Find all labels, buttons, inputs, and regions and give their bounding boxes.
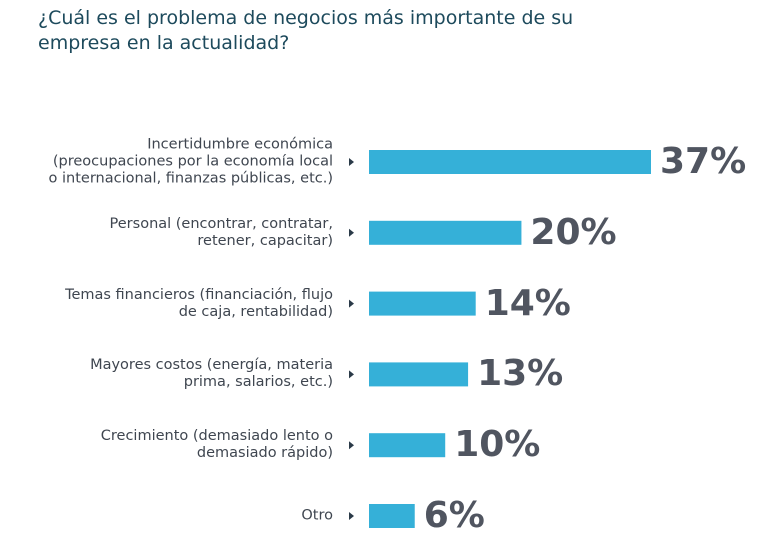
bar bbox=[369, 220, 522, 245]
value-label: 20% bbox=[530, 211, 617, 253]
value-label: 10% bbox=[454, 424, 541, 466]
value-label: 6% bbox=[423, 495, 485, 536]
category-label: Crecimiento (demasiado lento o demasiado… bbox=[100, 428, 333, 462]
arrow-marker bbox=[349, 441, 354, 450]
category-label: Temas financieros (financiación, flujo d… bbox=[65, 286, 333, 320]
bar bbox=[369, 150, 651, 174]
category-label: Mayores costos (energía, materia prima, … bbox=[90, 357, 333, 391]
category-label: Personal (encontrar, contratar, retener,… bbox=[109, 215, 333, 249]
arrow-marker bbox=[349, 299, 354, 308]
value-label: 13% bbox=[477, 353, 564, 395]
bar bbox=[369, 433, 446, 458]
bar bbox=[369, 504, 415, 528]
category-label: Incertidumbre económica (preocupaciones … bbox=[48, 136, 333, 187]
arrow-marker bbox=[349, 370, 354, 379]
value-label: 37% bbox=[660, 141, 747, 182]
chart-title: ¿Cuál es el problema de negocios más imp… bbox=[38, 7, 574, 54]
arrow-marker bbox=[349, 158, 354, 166]
bar bbox=[369, 362, 469, 387]
category-label: Otro bbox=[301, 507, 333, 524]
bar bbox=[369, 291, 476, 316]
value-label: 14% bbox=[484, 282, 571, 324]
arrow-marker bbox=[349, 512, 354, 520]
arrow-marker bbox=[349, 228, 354, 237]
